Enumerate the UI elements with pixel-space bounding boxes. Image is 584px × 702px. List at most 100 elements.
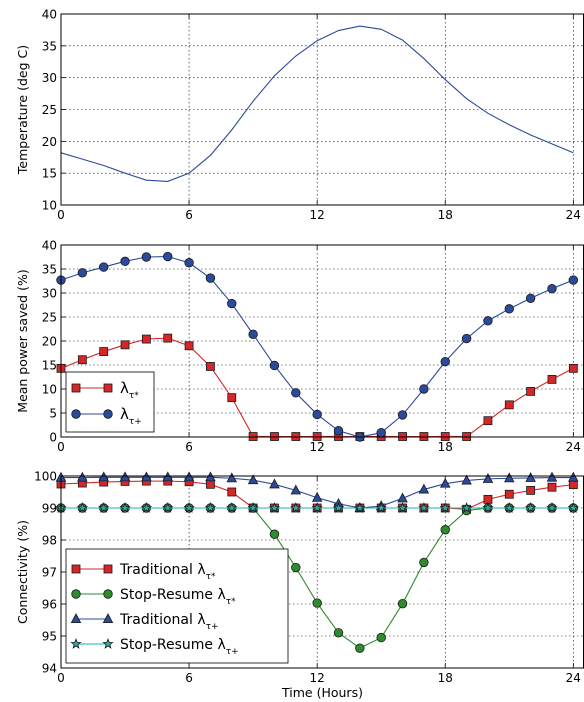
- data-point: [141, 334, 151, 344]
- data-point: [291, 562, 301, 573]
- data-point: [311, 491, 323, 502]
- y-axis-label: Mean power saved (%): [15, 269, 30, 412]
- data-point: [419, 557, 429, 568]
- data-point: [119, 502, 131, 513]
- grid-lines: [61, 245, 584, 437]
- x-tick-label: 12: [310, 440, 325, 454]
- legend-marker: [71, 409, 81, 419]
- grid-lines: [61, 14, 584, 205]
- y-tick-label: 20: [42, 335, 57, 349]
- data-point: [184, 341, 194, 351]
- y-tick-label: 20: [42, 135, 57, 149]
- chart-panel-3: 0 6 12 18 24 94 95 96 97 98 99 100 Connectivity (%) T…: [15, 470, 584, 700]
- y-tick-label: 5: [49, 407, 57, 421]
- data-point: [525, 472, 536, 482]
- data-point: [226, 472, 238, 483]
- data-point: [397, 492, 408, 503]
- data-point: [77, 471, 88, 482]
- y-axis-label: Connectivity (%): [15, 520, 30, 624]
- data-point: [163, 251, 173, 262]
- data-point: [461, 333, 472, 344]
- data-point: [396, 502, 409, 513]
- data-point: [503, 502, 515, 513]
- y-tick-label: 10: [42, 383, 57, 397]
- series-line: [60, 25, 574, 182]
- legend-marker: [71, 564, 81, 574]
- data-point: [247, 502, 259, 513]
- y-tick-label: 94: [42, 662, 57, 676]
- data-point: [268, 502, 281, 513]
- data-point: [162, 502, 174, 513]
- data-point: [547, 374, 557, 384]
- data-point: [312, 598, 322, 608]
- data-point: [439, 502, 451, 513]
- x-tick-label: 12: [310, 671, 325, 685]
- legend-marker: [103, 589, 113, 599]
- series-1: [60, 25, 574, 182]
- data-point: [290, 502, 302, 513]
- x-tick-label: 6: [185, 671, 193, 685]
- data-point: [397, 410, 408, 420]
- x-axis-label: Time (Hours): [281, 685, 363, 700]
- legend-label: λτ*: [120, 379, 139, 401]
- data-point: [333, 426, 344, 436]
- data-point: [482, 473, 494, 483]
- series-3: [55, 471, 579, 513]
- data-point: [162, 471, 174, 482]
- y-axis-label: Temperature (deg C): [15, 45, 30, 175]
- legend-label: Traditional λτ*: [119, 562, 216, 582]
- data-point: [567, 502, 579, 513]
- data-point: [290, 484, 302, 495]
- data-point: [141, 252, 152, 262]
- data-point: [547, 283, 557, 294]
- y-tick-label: 99: [42, 502, 57, 516]
- data-point: [568, 471, 579, 482]
- data-point: [77, 268, 88, 278]
- y-tick-label: 10: [42, 199, 57, 213]
- data-point: [375, 502, 387, 513]
- legend-label: Traditional λτ+: [119, 612, 219, 632]
- data-point: [439, 477, 451, 488]
- y-tick-label: 40: [42, 8, 57, 22]
- x-tick-label: 6: [185, 208, 193, 222]
- legend-box: [65, 371, 155, 433]
- data-point: [204, 502, 217, 513]
- data-point: [354, 502, 366, 513]
- data-point: [119, 471, 131, 482]
- data-point: [77, 355, 87, 365]
- data-point: [141, 471, 152, 482]
- data-point: [140, 502, 153, 513]
- chart-panel-1: 0 6 12 18 24 10 15 20 25 30 35 40 Temperature (deg C…: [15, 8, 584, 222]
- data-point: [227, 393, 237, 403]
- data-point: [183, 471, 195, 482]
- legend-marker: [70, 613, 82, 623]
- y-tick-label: 35: [42, 263, 57, 277]
- data-point: [482, 502, 494, 513]
- data-point: [524, 502, 537, 513]
- y-tick-label: 0: [49, 431, 57, 445]
- data-point: [418, 483, 430, 494]
- data-point: [183, 502, 195, 513]
- data-point: [76, 502, 89, 513]
- y-tick-label: 97: [42, 566, 57, 580]
- data-point: [98, 262, 109, 272]
- y-tick-label: 30: [42, 71, 57, 85]
- data-point: [461, 474, 472, 485]
- x-tick-label: 18: [438, 208, 453, 222]
- data-point: [227, 487, 237, 497]
- data-point: [440, 525, 450, 535]
- legend-marker: [71, 589, 81, 599]
- data-point: [460, 502, 473, 513]
- legend: Traditional λτ* Stop-Resume λτ* Traditiona…: [65, 548, 289, 664]
- legend-marker: [103, 383, 113, 393]
- data-point: [483, 416, 493, 426]
- y-tick-label: 98: [42, 534, 57, 548]
- data-point: [504, 489, 514, 499]
- y-tick-label: 15: [42, 167, 57, 181]
- x-tick-label: 24: [566, 671, 581, 685]
- x-tick-label: 6: [185, 440, 193, 454]
- x-tick-label: 12: [310, 208, 325, 222]
- y-tick-label: 96: [42, 598, 57, 612]
- data-point: [546, 471, 558, 482]
- data-point: [269, 478, 280, 489]
